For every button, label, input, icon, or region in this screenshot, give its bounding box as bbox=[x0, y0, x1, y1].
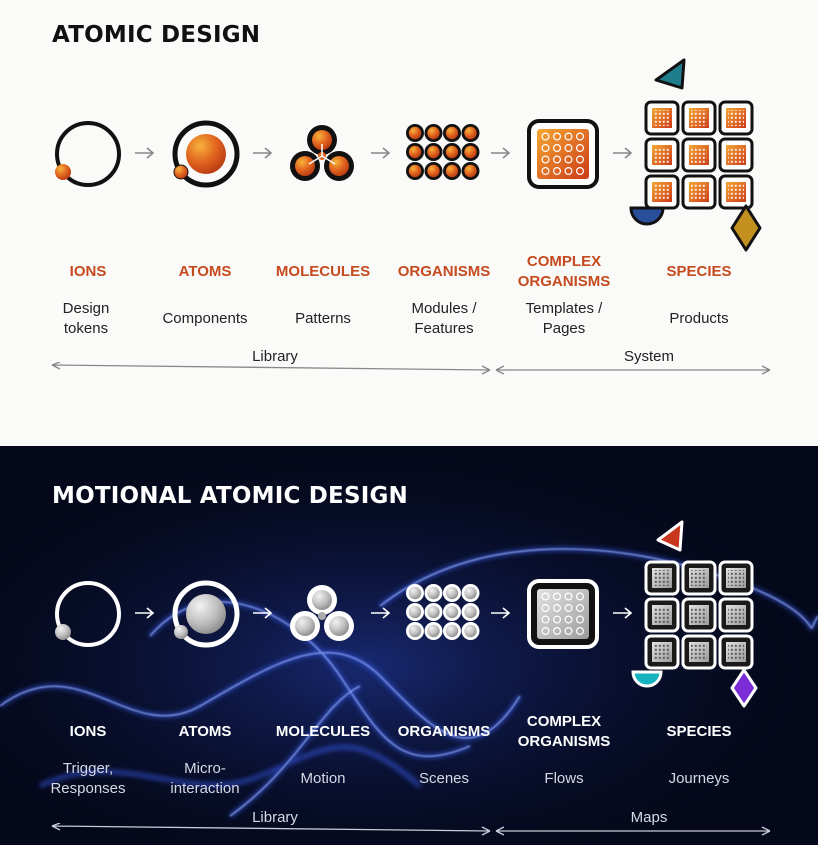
arrow-right-icon bbox=[613, 607, 633, 619]
level-name: SPECIES bbox=[666, 723, 732, 740]
level-name: COMPLEX ORGANISMS bbox=[517, 253, 611, 290]
level-name: SPECIES bbox=[666, 263, 732, 280]
level-name: IONS bbox=[69, 263, 107, 280]
arrow-right-icon bbox=[491, 607, 511, 619]
arrow-right-icon bbox=[253, 147, 273, 159]
library-system-bracket bbox=[51, 362, 771, 375]
species-icon bbox=[631, 520, 758, 708]
level-name: ATOMS bbox=[178, 723, 232, 740]
arrow-right-icon bbox=[371, 607, 391, 619]
level-description: Components bbox=[162, 310, 248, 327]
maps-span-label: Maps bbox=[630, 809, 668, 826]
species-icon bbox=[629, 58, 762, 252]
level-name: ORGANISMS bbox=[397, 263, 491, 280]
level-name: COMPLEX ORGANISMS bbox=[517, 713, 611, 750]
level-name: IONS bbox=[69, 723, 107, 740]
level-description: Journeys bbox=[668, 770, 730, 787]
level-description: Products bbox=[669, 310, 729, 327]
level-name: MOLECULES bbox=[275, 723, 371, 740]
arrow-right-icon bbox=[135, 607, 155, 619]
level-description: Scenes bbox=[418, 770, 470, 787]
arrow-right-icon bbox=[491, 147, 511, 159]
level-description: Patterns bbox=[295, 310, 351, 327]
ion-icon bbox=[55, 581, 121, 647]
library-span-label: Library bbox=[252, 348, 298, 365]
atom-icon bbox=[172, 580, 240, 648]
atomic-design-panel: ATOMIC DESIGN bbox=[51, 22, 771, 375]
level-description: Modules / Features bbox=[411, 300, 477, 337]
organism-icon bbox=[406, 584, 480, 640]
level-name: ATOMS bbox=[178, 263, 232, 280]
level-name: ORGANISMS bbox=[397, 723, 491, 740]
panel-title: ATOMIC DESIGN bbox=[52, 22, 261, 48]
arrow-right-icon bbox=[135, 147, 155, 159]
ion-icon bbox=[55, 121, 121, 187]
level-description: Design tokens bbox=[62, 300, 110, 337]
level-description: Templates / Pages bbox=[525, 300, 603, 337]
arrow-right-icon bbox=[371, 147, 391, 159]
motional-atomic-design-panel: MOTIONAL ATOMIC DESIGN bbox=[0, 446, 818, 845]
library-maps-bracket bbox=[51, 823, 771, 836]
molecule-icon bbox=[290, 585, 354, 641]
level-name: MOLECULES bbox=[275, 263, 371, 280]
molecule-icon bbox=[290, 125, 354, 181]
complex-organism-icon bbox=[527, 579, 599, 649]
system-span-label: System bbox=[623, 348, 674, 365]
panel-title: MOTIONAL ATOMIC DESIGN bbox=[52, 483, 408, 509]
level-description: Micro-interaction bbox=[170, 760, 240, 797]
library-span-label: Library bbox=[252, 809, 298, 826]
complex-organism-icon bbox=[527, 119, 599, 189]
level-description: Motion bbox=[300, 770, 346, 787]
level-description: Flows bbox=[544, 770, 584, 787]
level-description: Trigger, Responses bbox=[50, 760, 126, 797]
organism-icon bbox=[406, 124, 480, 180]
atom-icon bbox=[172, 120, 240, 188]
arrow-right-icon bbox=[613, 147, 633, 159]
arrow-right-icon bbox=[253, 607, 273, 619]
